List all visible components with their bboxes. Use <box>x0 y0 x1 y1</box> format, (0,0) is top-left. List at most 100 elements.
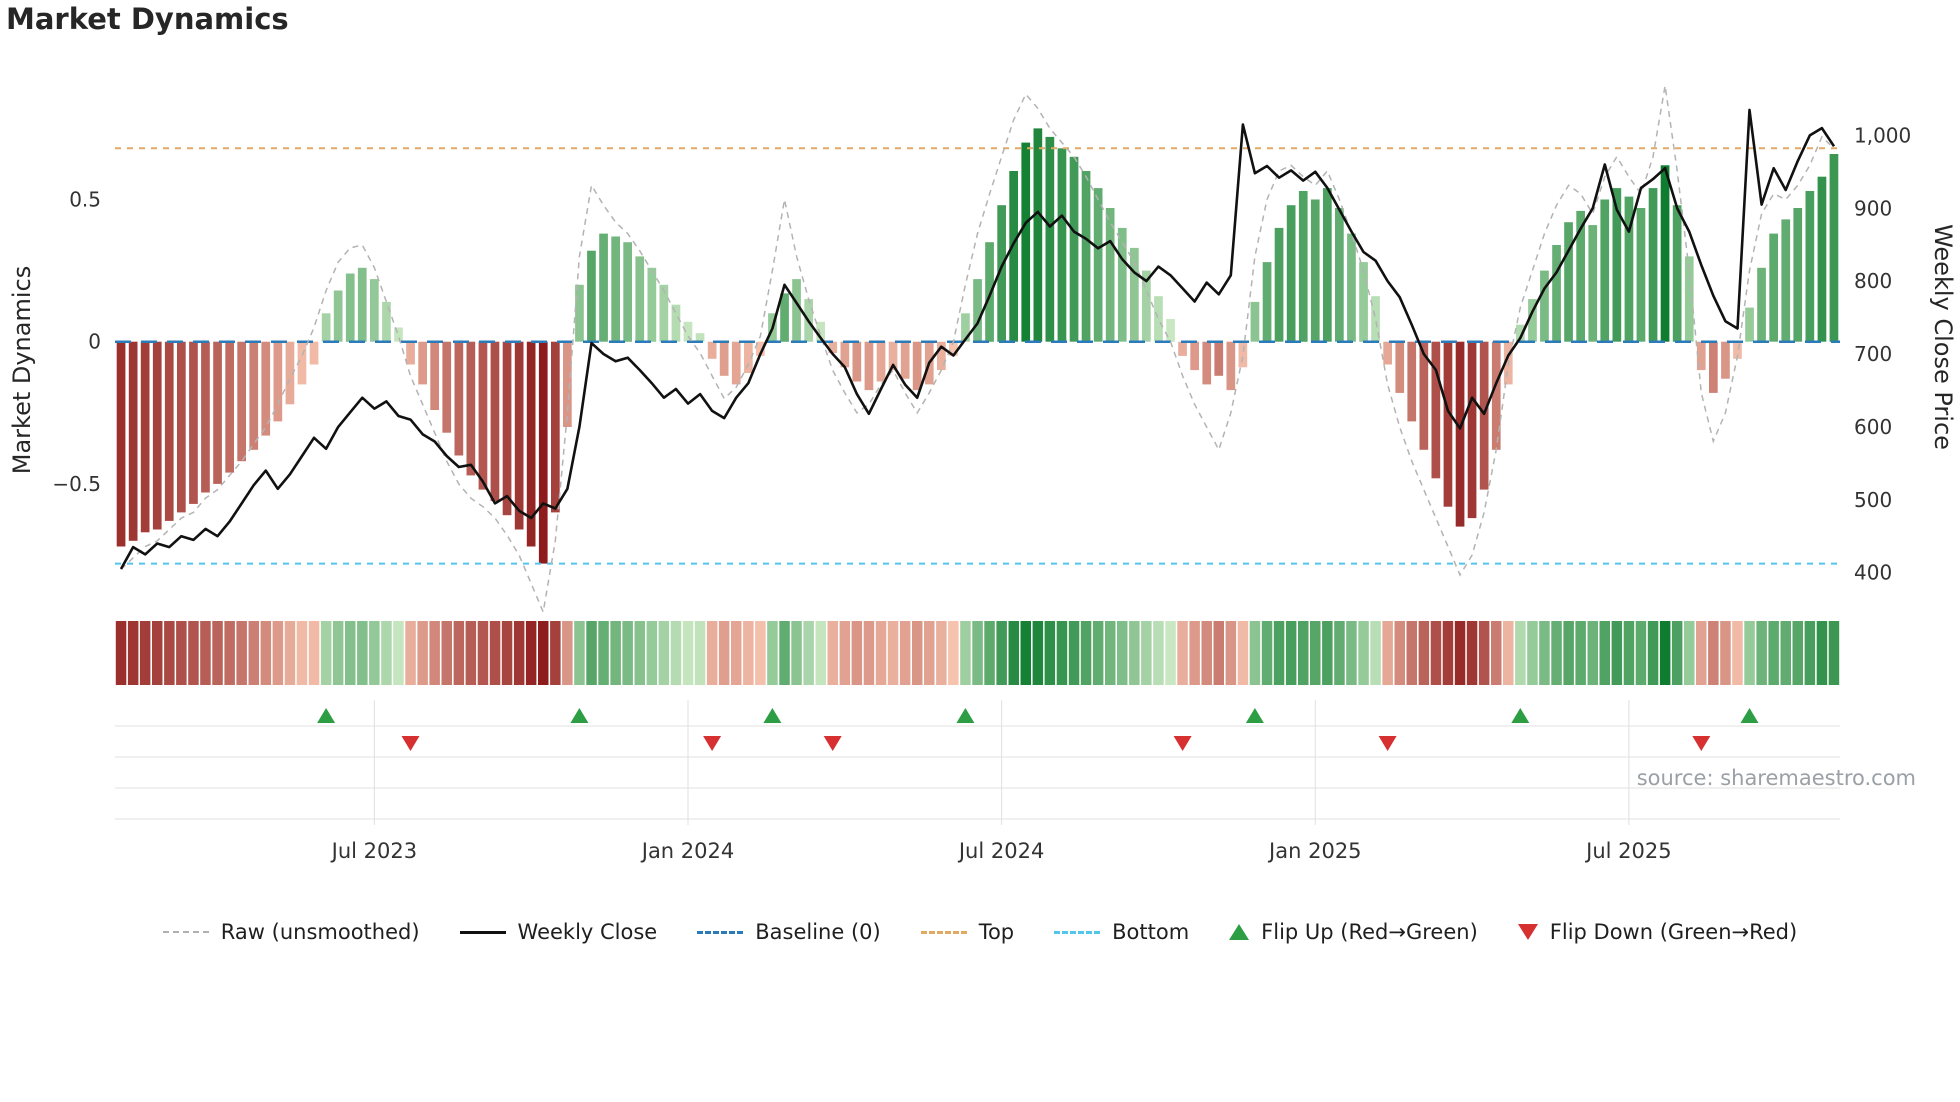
heatmap-cell <box>176 621 187 685</box>
dynamics-bar <box>876 341 886 382</box>
dynamics-bar <box>888 341 898 371</box>
dynamics-bar <box>1178 341 1187 356</box>
dynamics-bar <box>1624 196 1634 342</box>
heatmap-cell <box>562 621 573 685</box>
dynamics-bar <box>1154 296 1163 342</box>
heatmap-cell <box>1394 621 1405 685</box>
dynamics-bar <box>683 321 693 342</box>
dynamics-bar <box>973 279 982 342</box>
heatmap-cell <box>501 621 513 685</box>
dynamics-bar <box>309 341 319 365</box>
x-tick-label: Jul 2024 <box>957 839 1044 863</box>
legend-item-raw: Raw (unsmoothed) <box>162 920 420 944</box>
heatmap-cell <box>284 621 296 685</box>
heatmap-cell <box>670 621 682 685</box>
flip-down-marker <box>823 736 842 751</box>
dynamics-bar <box>719 341 729 376</box>
dynamics-bar <box>249 341 259 450</box>
heatmap-cell <box>1261 621 1273 685</box>
right-axis-title: Weekly Close Price <box>1929 224 1957 450</box>
dynamics-bar <box>297 341 307 385</box>
dynamics-bar <box>538 341 548 564</box>
dynamics-bar <box>502 341 512 516</box>
dynamics-bar <box>1600 199 1610 342</box>
heatmap-cell <box>538 621 549 685</box>
heatmap-cell <box>212 621 223 685</box>
heatmap-cell <box>1611 621 1623 685</box>
dynamics-bar <box>321 313 331 342</box>
heatmap-cell <box>899 621 911 685</box>
dynamics-bar <box>671 304 681 342</box>
legend-label-flip-down: Flip Down (Green→Red) <box>1549 920 1798 944</box>
legend-item-top: Top <box>920 920 1015 944</box>
legend-label-flip-up: Flip Up (Red→Green) <box>1261 920 1478 944</box>
heatmap-cell <box>815 621 826 685</box>
legend-label-top: Top <box>978 920 1015 944</box>
dynamics-bar <box>1250 301 1260 342</box>
heatmap-cell <box>453 621 465 685</box>
heatmap-cell <box>1659 621 1671 685</box>
legend-item-baseline: Baseline (0) <box>697 920 881 944</box>
legend-label-raw: Raw (unsmoothed) <box>220 920 420 944</box>
x-tick-label: Jan 2024 <box>640 839 735 863</box>
heatmap-cell <box>1804 621 1816 685</box>
dynamics-bar <box>1431 341 1441 479</box>
heatmap-cell <box>1406 621 1417 685</box>
heatmap-cell <box>308 621 320 685</box>
dynamics-bar <box>1576 210 1585 342</box>
dynamics-bar <box>406 341 415 365</box>
heatmap-cell <box>972 621 983 685</box>
heatmap-cell <box>948 621 959 685</box>
heatmap-cell <box>1249 621 1261 685</box>
flip-up-marker <box>763 708 782 723</box>
heatmap-cell <box>1442 621 1454 685</box>
heatmap-cell <box>1527 621 1538 685</box>
heatmap-cell <box>839 621 851 685</box>
heatmap-cell <box>1141 621 1152 685</box>
dynamics-bar <box>756 341 765 356</box>
dynamics-bar <box>731 341 741 385</box>
dynamics-bar <box>526 341 536 547</box>
dynamics-bar <box>1021 142 1031 342</box>
dynamics-bar <box>1033 128 1043 342</box>
heatmap-cell <box>465 621 477 685</box>
heatmap-cell <box>598 621 609 685</box>
heatmap-cell <box>743 621 754 685</box>
heatmap-cell <box>1671 621 1683 685</box>
flip-down-marker <box>401 736 420 751</box>
heatmap-cell <box>115 621 127 685</box>
dynamics-bar <box>828 341 838 354</box>
close-line <box>119 108 1836 570</box>
heatmap-cell <box>1744 621 1755 685</box>
heatmap-cell <box>1503 621 1514 685</box>
heatmap-cell <box>912 621 923 685</box>
heatmap-cell <box>1466 621 1478 685</box>
heatmap-cell <box>779 621 790 685</box>
dynamics-bar <box>1757 267 1766 342</box>
dynamics-bar <box>1166 319 1175 342</box>
heatmap-cell <box>320 621 332 685</box>
flip-up-marker <box>1245 708 1264 723</box>
heatmap-cell <box>1298 621 1309 685</box>
dynamics-bar <box>164 341 174 521</box>
right-y-tick-label: 600 <box>1854 415 1892 439</box>
heatmap-cell <box>1647 621 1659 685</box>
heatmap-cell <box>1092 621 1104 685</box>
dynamics-bar <box>213 341 222 484</box>
dynamics-bar <box>1081 171 1091 342</box>
heatmap-cell <box>513 621 525 685</box>
heatmap-cell <box>248 621 259 685</box>
dynamics-bar <box>478 341 488 490</box>
heatmap-cell <box>1780 621 1791 685</box>
dynamics-bar <box>623 242 632 342</box>
heatmap-cell <box>1117 621 1128 685</box>
x-tick-label: Jul 2025 <box>1584 839 1671 863</box>
heatmap-cell <box>586 621 597 685</box>
heatmap-cell <box>1732 621 1743 685</box>
flip-down-marker <box>1378 736 1397 751</box>
dynamics-bar <box>852 341 862 382</box>
flip-up-marker <box>1511 708 1530 723</box>
dynamics-bar <box>792 279 801 342</box>
heatmap-cell <box>296 621 308 685</box>
